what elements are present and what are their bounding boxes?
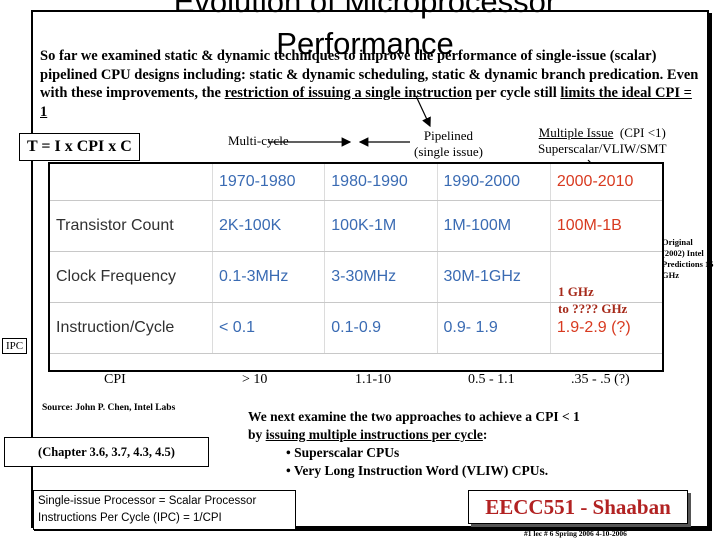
label-multiple-issue-underlined: Multiple Issue	[538, 125, 614, 140]
next-topics: We next examine the two approaches to ac…	[248, 408, 688, 480]
label-multiple-issue: Multiple Issue (CPI <1) Superscalar/VLIW…	[538, 125, 667, 157]
intro-text-2: per cycle still	[472, 85, 561, 101]
table-cell: 0.1-3MHz	[211, 251, 325, 303]
ghz-note: 1 GHz to ???? GHz	[558, 283, 627, 317]
label-pipelined-line1: Pipelined	[423, 128, 474, 143]
slide-title: Evolution of Microprocessor	[173, 0, 557, 19]
table-header-row: 1970-1980 1980-1990 1990-2000 2000-2010	[50, 164, 662, 201]
next-line2-underlined: issuing multiple instructions per cycle	[265, 427, 483, 442]
intro-text-1: So far we examined static & dynamic tech…	[40, 48, 699, 101]
intro-underlined-2: limits the ideal CPI = 1	[40, 85, 692, 120]
table-header-cell: 1970-1980	[211, 164, 325, 201]
cpi-label: CPI	[104, 372, 126, 387]
table-cell: 30M-1GHz	[436, 251, 551, 303]
slide-footer: #1 lec # 6 Spring 2006 4-10-2006	[524, 529, 627, 538]
intel-prediction-note: Original (2002) Intel Predictions 15 GHz	[662, 237, 714, 280]
table-cell: 2K-100K	[211, 200, 325, 252]
chapter-reference: (Chapter 3.6, 3.7, 4.3, 4.5)	[4, 437, 209, 467]
next-bullet: • Very Long Instruction Word (VLIW) CPUs…	[286, 463, 549, 478]
label-multiple-issue-cpi: (CPI <1)	[619, 125, 666, 140]
table-corner	[50, 164, 213, 201]
table-header-cell: 1990-2000	[436, 164, 551, 201]
table-cell: 0.1-0.9	[324, 302, 438, 354]
table-row-label: Instruction/Cycle	[50, 302, 213, 354]
table-cell: 100K-1M	[324, 200, 438, 252]
cpi-value: 0.5 - 1.1	[468, 372, 515, 387]
ghz-note-line2: to ???? GHz	[558, 301, 628, 316]
table-cell	[549, 251, 662, 303]
intro-paragraph: So far we examined static & dynamic tech…	[40, 47, 700, 121]
ipc-tag: IPC	[2, 338, 28, 354]
table-header-cell: 1980-1990	[324, 164, 438, 201]
table-row: Clock Frequency 0.1-3MHz 3-30MHz 30M-1GH…	[50, 251, 662, 303]
label-multiple-issue-line1: Multiple Issue (CPI <1)	[538, 125, 667, 141]
cpi-value: 1.1-10	[355, 372, 392, 387]
single-issue-line2: Instructions Per Cycle (IPC) = 1/CPI	[38, 512, 222, 524]
label-pipelined-line2: (single issue)	[414, 144, 483, 159]
slide-frame	[31, 10, 709, 528]
evolution-table-panel: 1970-1980 1980-1990 1990-2000 2000-2010 …	[48, 162, 664, 372]
table-cell: 1.9-2.9 (?)	[549, 302, 662, 354]
table-cell: < 0.1	[211, 302, 325, 354]
single-issue-line1: Single-issue Processor = Scalar Processo…	[38, 495, 257, 507]
table-row-label: Transistor Count	[50, 200, 213, 252]
table-cell: 100M-1B	[549, 200, 662, 252]
single-issue-definition: Single-issue Processor = Scalar Processo…	[33, 490, 296, 530]
course-title: EECC551 - Shaaban	[468, 490, 688, 524]
table-row: Transistor Count 2K-100K 100K-1M 1M-100M…	[50, 200, 662, 252]
table-cell: 1M-100M	[436, 200, 551, 252]
performance-formula: T = I x CPI x C	[19, 133, 140, 161]
label-pipelined: Pipelined (single issue)	[414, 128, 483, 160]
table-row-label: Clock Frequency	[50, 251, 213, 303]
table-cell: 3-30MHz	[324, 251, 438, 303]
evolution-table: 1970-1980 1980-1990 1990-2000 2000-2010 …	[50, 164, 662, 354]
next-line1: We next examine the two approaches to ac…	[248, 409, 580, 424]
next-line2-prefix: by	[248, 427, 266, 442]
table-row: Instruction/Cycle < 0.1 0.1-0.9 0.9- 1.9…	[50, 302, 662, 354]
label-multicycle: Multi-cycle	[228, 133, 289, 148]
next-line2: by issuing multiple instructions per cyc…	[248, 426, 688, 444]
next-line2-suffix: :	[482, 427, 488, 442]
label-multiple-issue-line2: Superscalar/VLIW/SMT	[538, 141, 667, 156]
slide-title-line2: Performance	[276, 26, 454, 61]
cpi-value: > 10	[242, 372, 268, 387]
next-bullet: • Superscalar CPUs	[286, 445, 400, 460]
table-cell: 0.9- 1.9	[436, 302, 551, 354]
table-header-cell: 2000-2010	[549, 164, 662, 201]
intro-underlined-1: restriction of issuing a single instruct…	[224, 85, 473, 101]
source-note: Source: John P. Chen, Intel Labs	[42, 403, 176, 413]
ghz-note-line1: 1 GHz	[558, 284, 594, 299]
cpi-value: .35 - .5 (?)	[571, 372, 630, 387]
